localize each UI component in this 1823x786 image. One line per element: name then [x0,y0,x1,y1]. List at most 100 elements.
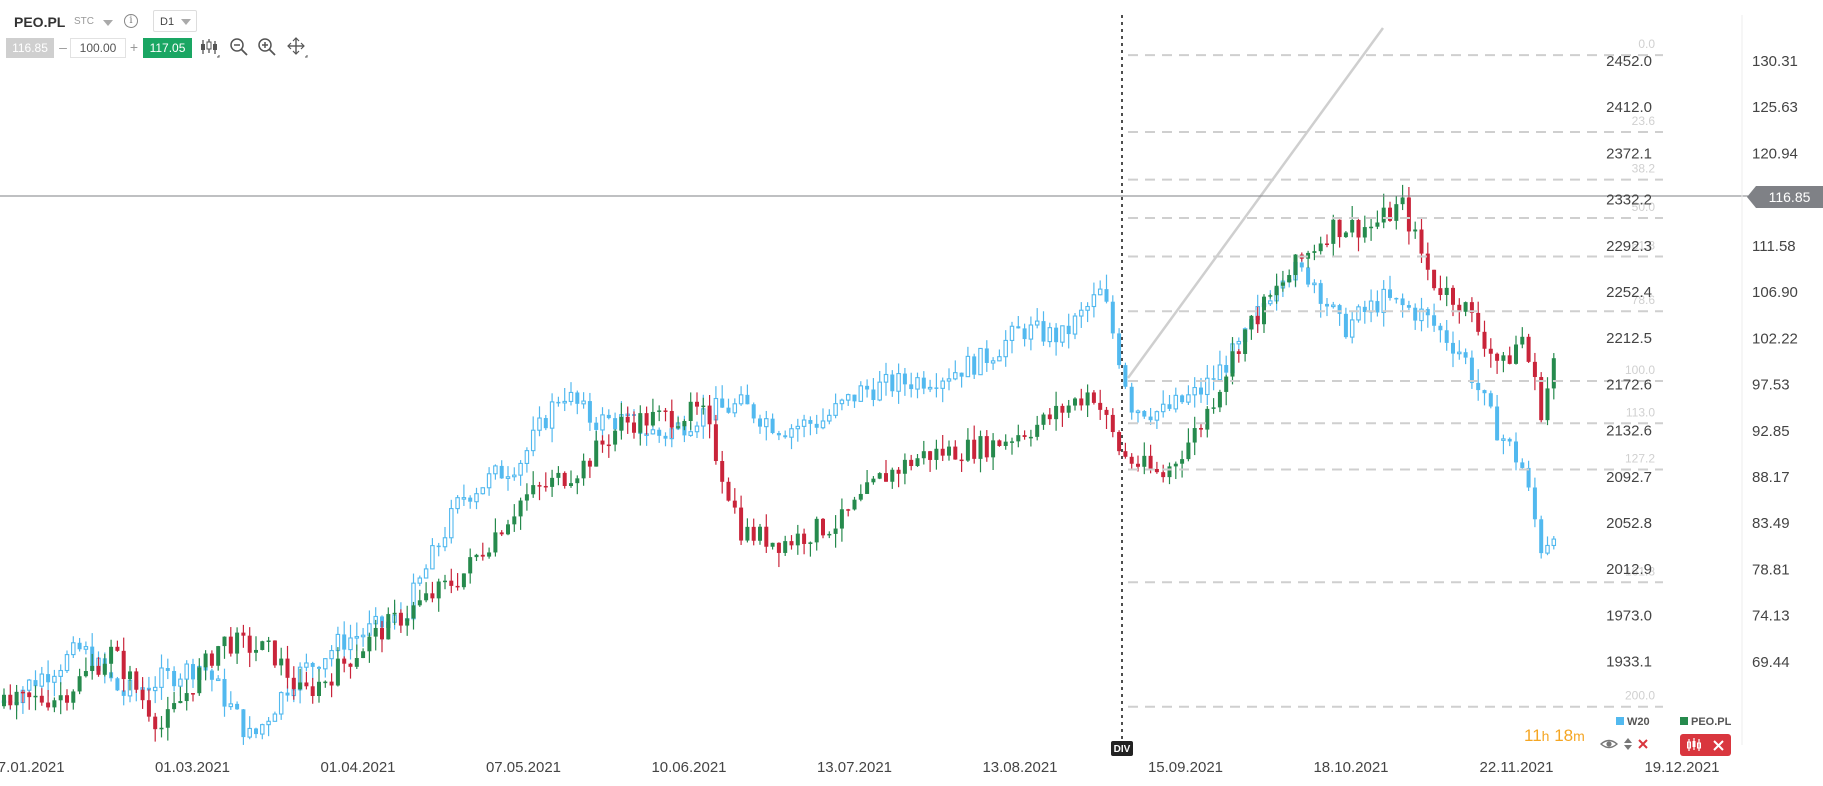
crosshair-icon[interactable] [286,36,308,58]
candle [480,542,485,561]
candle [587,458,592,478]
candle [1097,280,1103,296]
candle [581,453,586,486]
fib-level-label: 113.0 [1626,405,1655,419]
trend-line[interactable] [1126,27,1385,379]
candle [1009,321,1015,354]
close-icon[interactable] [1636,734,1650,754]
date-axis-label: 18.10.2021 [1313,759,1388,776]
dividend-marker[interactable] [1111,741,1133,756]
candle-type-icon[interactable] [198,36,220,58]
candle [871,476,876,485]
timer-minutes: 18 [1554,726,1574,745]
candle [1035,415,1040,441]
candle [587,392,592,431]
candle [1160,390,1166,418]
zoom-in-icon[interactable] [256,36,278,58]
candle [216,645,221,671]
candle [1388,275,1392,301]
quantity-increase-button[interactable]: + [129,39,139,55]
w20-axis-label: 2212.5 [1606,330,1652,347]
quantity-input[interactable]: 100.00 [70,38,126,58]
candle [518,497,523,530]
candle [569,470,573,488]
candle [1262,294,1266,333]
candle [556,396,561,407]
candle [682,419,687,431]
candle [984,430,989,462]
candle [1432,269,1437,291]
quantity-decrease-button[interactable]: – [59,39,67,55]
info-icon[interactable]: i [124,14,138,28]
candle [27,691,32,710]
candle [46,689,51,711]
candle [814,414,819,435]
chevron-down-icon[interactable] [103,20,113,26]
legend-w20[interactable]: W20 [1616,716,1650,728]
candle [1135,409,1141,423]
legend-main[interactable]: PEO.PL [1680,716,1731,728]
candle [342,621,347,660]
candle [1369,218,1374,241]
candle [436,542,441,557]
candle [1287,269,1292,283]
candle [380,620,384,653]
timeframe-select[interactable]: D1 [153,10,197,32]
candle [1375,210,1380,230]
candle [64,650,70,674]
candle [1060,403,1065,427]
candle [1394,297,1399,304]
w20-axis-label: 2172.6 [1606,376,1652,393]
w20-axis-label: 2012.9 [1606,561,1652,578]
candle [1236,349,1241,363]
candle [203,650,208,681]
candle [279,647,284,676]
bid-price[interactable]: 116.85 [6,38,54,58]
candle-type-icon[interactable] [1685,737,1703,753]
fib-level-label: 61.8 [1632,239,1656,253]
candle [1211,398,1216,414]
price-axis-label: 69.44 [1752,654,1790,671]
candle [632,411,636,439]
candle [606,434,611,458]
candle [77,637,82,652]
candle [1022,323,1027,347]
candle [430,538,435,570]
candle [997,439,1002,447]
fib-level-label: 100.0 [1625,363,1655,377]
candle [254,636,258,662]
candle [1154,461,1159,474]
candle [619,402,624,440]
candle [1041,412,1046,430]
candle [39,666,45,689]
candle [1495,352,1500,374]
candle [972,353,977,379]
symbol-label[interactable]: PEO.PL [14,14,66,30]
w20-axis-label: 2252.4 [1606,284,1652,301]
candle [1488,390,1493,409]
fib-level-label: 78.6 [1632,293,1656,307]
candle [1507,437,1512,447]
candle [1469,297,1474,323]
ask-price[interactable]: 117.05 [143,38,192,58]
candle [1117,430,1122,456]
candle [1476,369,1481,401]
candle [562,387,567,412]
eye-icon[interactable] [1600,734,1618,754]
candle [877,370,882,402]
w20-axis-label: 1973.0 [1606,607,1652,624]
close-icon[interactable] [1712,739,1725,752]
candle [1337,303,1342,326]
candle [1129,453,1134,469]
candle [909,372,914,398]
candle [1375,290,1380,317]
candle [172,666,177,692]
zoom-out-icon[interactable] [228,36,250,58]
candle [978,347,983,376]
candle [1047,408,1052,425]
candle [115,676,120,692]
fib-level-label: 50.0 [1632,200,1656,214]
candle [821,518,825,539]
reorder-icon[interactable] [1622,734,1634,754]
